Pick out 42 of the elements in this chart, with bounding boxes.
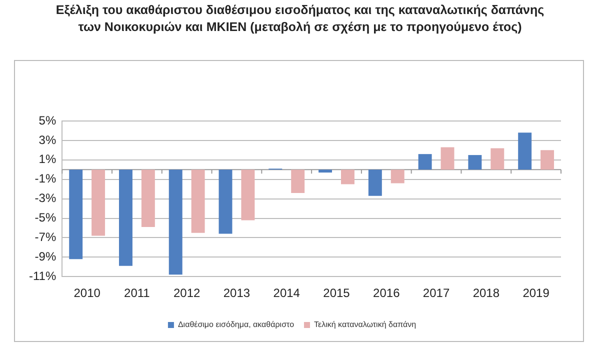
x-tick-label: 2019: [522, 286, 550, 300]
y-tick-label: -11%: [29, 268, 56, 283]
bar: [241, 170, 255, 220]
text: Εξέλιξη του ακαθάριστου διαθέσιμου εισοδήματος και της καταναλωτικής δαπάνης: [56, 3, 544, 17]
y-tick-label: -5%: [34, 210, 56, 225]
bar: [390, 170, 404, 184]
bar: [440, 147, 454, 170]
bar: [518, 132, 532, 170]
bar: [92, 170, 106, 236]
y-tick-label: -1%: [34, 172, 56, 186]
bar: [368, 170, 382, 196]
bar: [118, 170, 132, 266]
x-tick-label: 2015: [323, 286, 350, 300]
x-tick-label: 2010: [74, 286, 101, 300]
bar: [468, 155, 482, 170]
y-tick-label: -7%: [34, 230, 56, 244]
bar: [490, 148, 504, 170]
y-tick-label: -3%: [34, 191, 56, 206]
bar: [418, 154, 432, 170]
x-tick-label: 2017: [422, 286, 450, 300]
bar: [291, 170, 305, 193]
bar: [69, 170, 83, 260]
x-tick-label: 2014: [273, 286, 300, 300]
x-tick-label: 2011: [124, 286, 150, 300]
bar: [168, 170, 182, 275]
y-tick-label: 1%: [38, 152, 56, 166]
x-tick-label: 2016: [373, 286, 400, 300]
legend-label: Διαθέσιμο εισόδημα, ακαθάριστο: [178, 320, 295, 330]
y-tick-label: -9%: [34, 249, 56, 264]
y-tick-label: 5%: [38, 113, 56, 128]
bar: [141, 170, 155, 228]
x-tick-label: 2012: [173, 286, 201, 300]
x-tick-label: 2018: [472, 286, 500, 300]
text: των Νοικοκυριών και ΜΚΙΕΝ (μεταβολή σε σχέση με το προηγούμενο έτος): [78, 20, 522, 34]
bar: [318, 170, 332, 173]
bar: [191, 170, 205, 233]
y-tick-label: 3%: [38, 132, 56, 147]
bar: [540, 150, 554, 170]
bar: [218, 170, 232, 234]
bar: [340, 170, 354, 184]
legend-label: Τελική καταναλωτική δαπάνη: [314, 320, 416, 330]
x-tick-label: 2013: [223, 286, 250, 300]
